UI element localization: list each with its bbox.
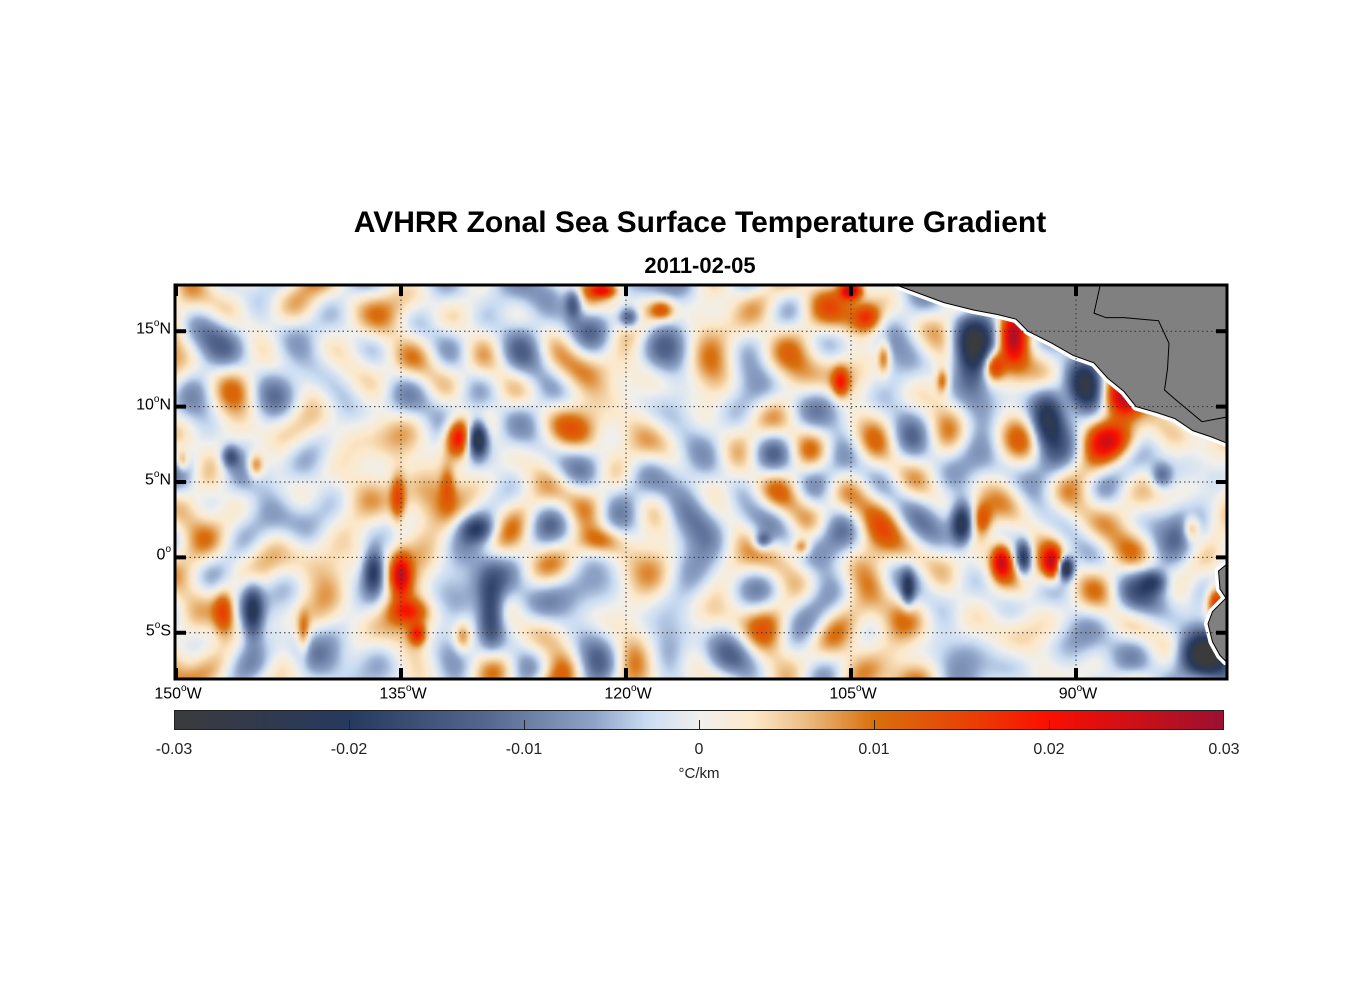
x-tick-label: 150oW (154, 683, 202, 703)
land-polygon (898, 285, 1227, 444)
map-frame (173, 283, 1229, 681)
colorbar-tick (1049, 720, 1050, 730)
sst-gradient-field (176, 286, 1226, 678)
colorbar-tick (349, 720, 350, 730)
land-polygon (1207, 563, 1227, 663)
map-overlay (173, 282, 1230, 681)
colorbar-tick-label: -0.01 (505, 741, 543, 758)
x-tick-label: 135oW (379, 683, 427, 703)
colorbar-tick-label: 0.01 (858, 741, 890, 758)
colorbar-tick (524, 720, 525, 730)
colorbar-tick (874, 720, 875, 730)
colorbar-unit-label: °C/km (678, 765, 720, 782)
colorbar-tick-label: 0.02 (1033, 741, 1065, 758)
colorbar-tick-label: -0.02 (330, 741, 368, 758)
map-plot-area (176, 286, 1226, 678)
chart-subtitle: 2011-02-05 (644, 253, 756, 278)
x-tick-label: 105oW (829, 683, 877, 703)
y-tick-label: 5oN (144, 469, 171, 489)
colorbar-tick-label: -0.03 (155, 741, 193, 758)
colorbar-tick-label: 0.03 (1208, 741, 1240, 758)
colorbar-tick (699, 720, 700, 730)
x-tick-label: 120oW (604, 683, 652, 703)
chart-title: AVHRR Zonal Sea Surface Temperature Grad… (353, 206, 1047, 239)
y-tick-label: 0o (156, 544, 171, 564)
colorbar-tick-label: 0 (694, 741, 704, 758)
y-tick-label: 5oS (145, 619, 171, 640)
x-tick-label: 90oW (1058, 683, 1098, 703)
y-tick-label: 10oN (136, 393, 171, 413)
y-tick-label: 15oN (136, 318, 171, 338)
